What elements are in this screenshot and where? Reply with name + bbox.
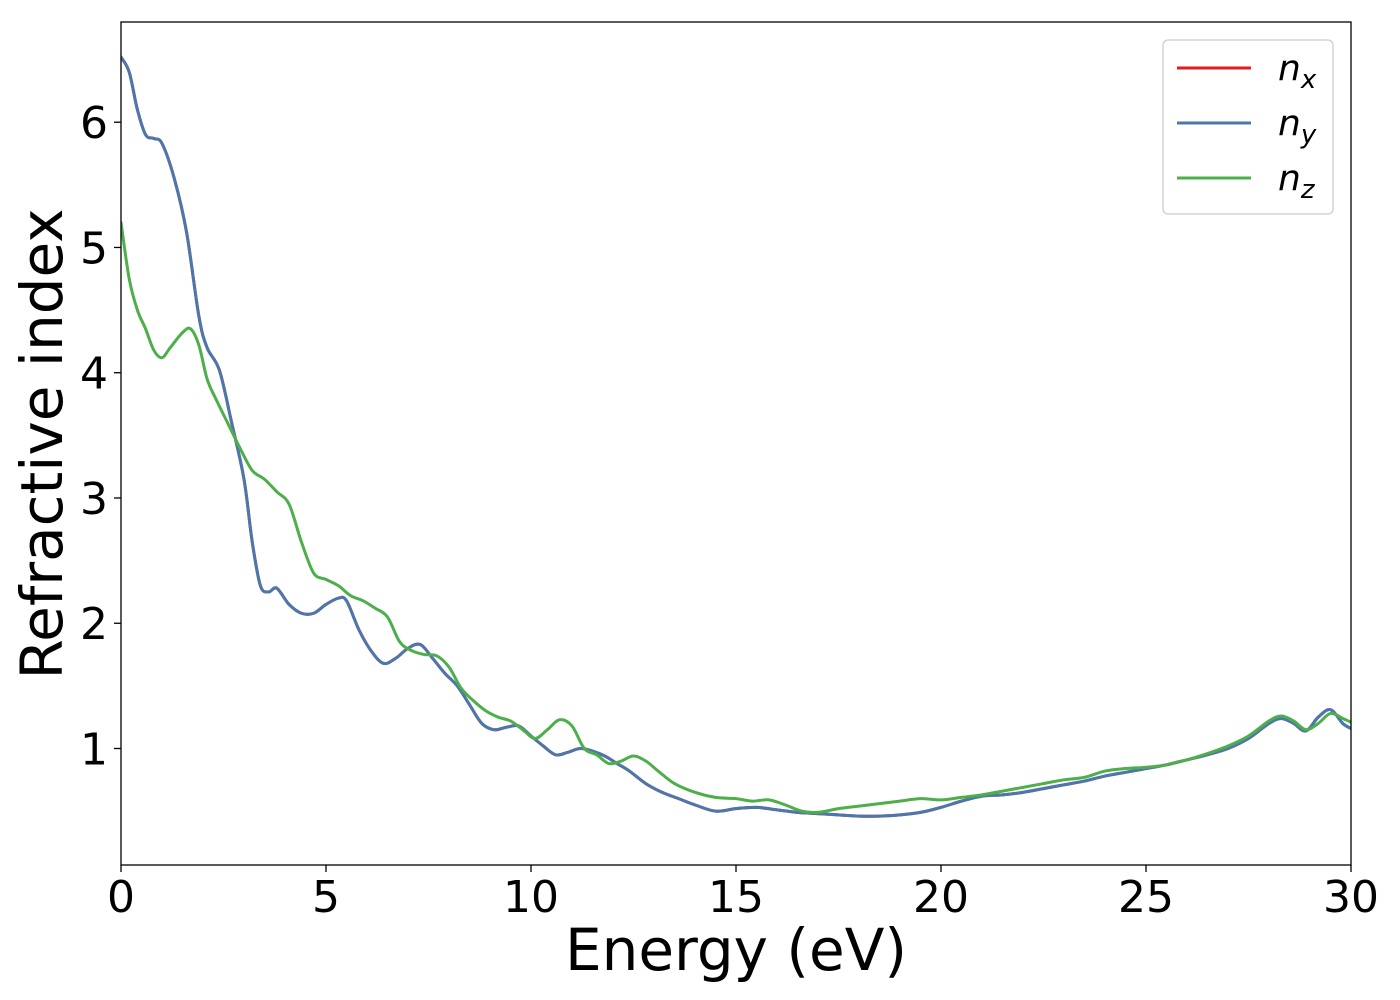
x-tick-label: 10 — [503, 872, 559, 923]
y-tick-label: 4 — [80, 349, 108, 400]
legend-label-nx: nx — [1278, 48, 1317, 95]
x-tick-label: 5 — [312, 872, 340, 923]
x-tick-label: 25 — [1118, 872, 1174, 923]
y-tick-label: 6 — [80, 98, 108, 149]
y-axis-title: Refractive index — [8, 208, 76, 679]
y-tick-label: 3 — [80, 474, 108, 525]
series-line-ny — [121, 55, 1351, 818]
legend: nx ny nz — [1162, 39, 1334, 215]
x-tick-label: 0 — [107, 872, 135, 923]
x-tick-label: 20 — [913, 872, 969, 923]
legend-box — [1162, 39, 1334, 215]
series-layer — [121, 55, 1351, 818]
ticks-layer: 0 5 10 15 20 25 30 1 2 3 4 5 6 — [80, 98, 1379, 923]
legend-label-ny: ny — [1278, 103, 1317, 150]
series-line-nz — [121, 220, 1351, 815]
y-tick-label: 5 — [80, 223, 108, 274]
y-tick-label: 2 — [80, 599, 108, 650]
legend-label-nz: nz — [1278, 158, 1316, 205]
x-tick-label: 15 — [708, 872, 764, 923]
x-tick-label: 30 — [1323, 872, 1379, 923]
y-tick-label: 1 — [80, 725, 108, 776]
x-axis-title: Energy (eV) — [565, 916, 907, 984]
